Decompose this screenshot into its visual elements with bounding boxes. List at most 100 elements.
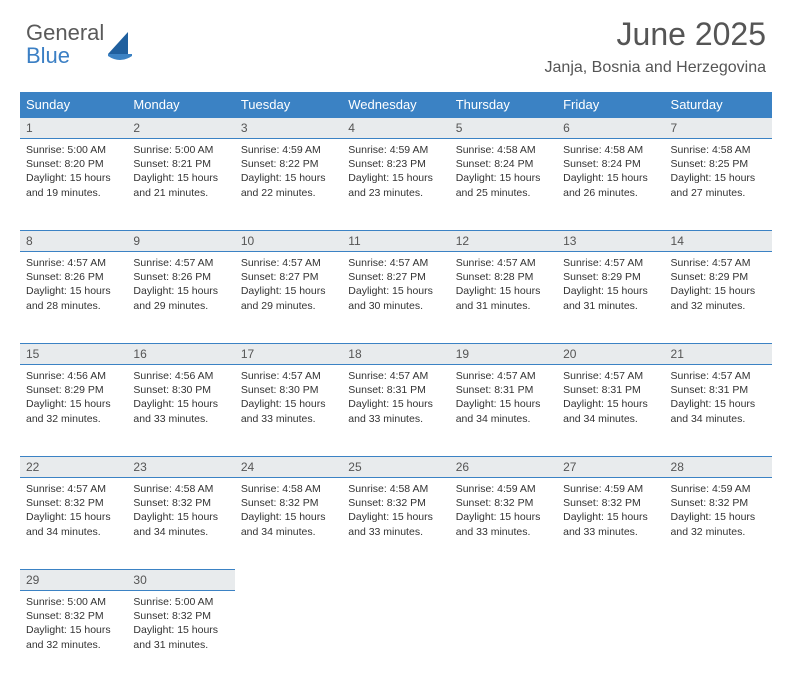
weekday-header: Saturday xyxy=(665,92,772,118)
weekday-header: Friday xyxy=(557,92,664,118)
sunset-line: Sunset: 8:22 PM xyxy=(241,157,336,171)
daylight-line: Daylight: 15 hours and 32 minutes. xyxy=(671,510,766,538)
sunrise-line: Sunrise: 4:58 AM xyxy=(241,482,336,496)
day-number-cell: 1 xyxy=(20,118,127,139)
sunset-line: Sunset: 8:27 PM xyxy=(241,270,336,284)
day-number-cell: 18 xyxy=(342,344,449,365)
day-number-cell: 3 xyxy=(235,118,342,139)
sunrise-line: Sunrise: 4:56 AM xyxy=(133,369,228,383)
day-number-cell xyxy=(665,570,772,591)
day-cell: Sunrise: 5:00 AMSunset: 8:32 PMDaylight:… xyxy=(127,591,234,683)
sunrise-line: Sunrise: 4:59 AM xyxy=(671,482,766,496)
sunrise-line: Sunrise: 4:58 AM xyxy=(563,143,658,157)
sunset-line: Sunset: 8:26 PM xyxy=(26,270,121,284)
sunrise-line: Sunrise: 5:00 AM xyxy=(133,143,228,157)
day-number-cell xyxy=(450,570,557,591)
day-cell: Sunrise: 4:57 AMSunset: 8:31 PMDaylight:… xyxy=(450,365,557,457)
daylight-line: Daylight: 15 hours and 33 minutes. xyxy=(563,510,658,538)
day-number-cell: 27 xyxy=(557,457,664,478)
sunset-line: Sunset: 8:32 PM xyxy=(133,496,228,510)
sunrise-line: Sunrise: 4:57 AM xyxy=(456,369,551,383)
day-cell: Sunrise: 5:00 AMSunset: 8:32 PMDaylight:… xyxy=(20,591,127,683)
sunrise-line: Sunrise: 4:59 AM xyxy=(241,143,336,157)
week-row: Sunrise: 4:56 AMSunset: 8:29 PMDaylight:… xyxy=(20,365,772,457)
daylight-line: Daylight: 15 hours and 31 minutes. xyxy=(133,623,228,651)
day-number-cell: 11 xyxy=(342,231,449,252)
sunset-line: Sunset: 8:29 PM xyxy=(26,383,121,397)
sunrise-line: Sunrise: 4:59 AM xyxy=(563,482,658,496)
daylight-line: Daylight: 15 hours and 33 minutes. xyxy=(348,397,443,425)
sunset-line: Sunset: 8:24 PM xyxy=(563,157,658,171)
day-number-cell: 10 xyxy=(235,231,342,252)
daylight-line: Daylight: 15 hours and 32 minutes. xyxy=(26,397,121,425)
sunrise-line: Sunrise: 4:57 AM xyxy=(241,369,336,383)
day-number-cell: 17 xyxy=(235,344,342,365)
day-cell: Sunrise: 4:57 AMSunset: 8:27 PMDaylight:… xyxy=(235,252,342,344)
sunrise-line: Sunrise: 4:57 AM xyxy=(26,256,121,270)
sunset-line: Sunset: 8:32 PM xyxy=(133,609,228,623)
daynum-row: 15161718192021 xyxy=(20,344,772,365)
day-number-cell xyxy=(557,570,664,591)
sunset-line: Sunset: 8:31 PM xyxy=(348,383,443,397)
day-cell xyxy=(665,591,772,683)
weekday-header: Wednesday xyxy=(342,92,449,118)
sunset-line: Sunset: 8:21 PM xyxy=(133,157,228,171)
calendar-table: Sunday Monday Tuesday Wednesday Thursday… xyxy=(20,92,772,683)
week-row: Sunrise: 5:00 AMSunset: 8:32 PMDaylight:… xyxy=(20,591,772,683)
day-number-cell: 21 xyxy=(665,344,772,365)
day-number-cell: 25 xyxy=(342,457,449,478)
daylight-line: Daylight: 15 hours and 29 minutes. xyxy=(241,284,336,312)
day-number-cell: 7 xyxy=(665,118,772,139)
daylight-line: Daylight: 15 hours and 32 minutes. xyxy=(26,623,121,651)
sunrise-line: Sunrise: 4:57 AM xyxy=(671,256,766,270)
day-number-cell: 13 xyxy=(557,231,664,252)
sunset-line: Sunset: 8:29 PM xyxy=(563,270,658,284)
sunrise-line: Sunrise: 5:00 AM xyxy=(133,595,228,609)
day-cell: Sunrise: 4:59 AMSunset: 8:32 PMDaylight:… xyxy=(665,478,772,570)
daylight-line: Daylight: 15 hours and 33 minutes. xyxy=(241,397,336,425)
day-number-cell: 22 xyxy=(20,457,127,478)
weekday-header: Sunday xyxy=(20,92,127,118)
day-cell: Sunrise: 4:58 AMSunset: 8:32 PMDaylight:… xyxy=(127,478,234,570)
sunset-line: Sunset: 8:31 PM xyxy=(456,383,551,397)
day-cell: Sunrise: 4:58 AMSunset: 8:24 PMDaylight:… xyxy=(450,139,557,231)
day-cell: Sunrise: 4:57 AMSunset: 8:30 PMDaylight:… xyxy=(235,365,342,457)
sail-icon xyxy=(106,30,134,60)
header: General Blue June 2025 Janja, Bosnia and… xyxy=(0,0,792,92)
day-cell: Sunrise: 4:59 AMSunset: 8:22 PMDaylight:… xyxy=(235,139,342,231)
sunset-line: Sunset: 8:20 PM xyxy=(26,157,121,171)
logo-word-blue: Blue xyxy=(26,43,70,68)
weekday-header: Monday xyxy=(127,92,234,118)
sunrise-line: Sunrise: 4:59 AM xyxy=(348,143,443,157)
day-number-cell xyxy=(235,570,342,591)
daylight-line: Daylight: 15 hours and 34 minutes. xyxy=(456,397,551,425)
sunrise-line: Sunrise: 4:58 AM xyxy=(348,482,443,496)
sunset-line: Sunset: 8:31 PM xyxy=(671,383,766,397)
sunset-line: Sunset: 8:27 PM xyxy=(348,270,443,284)
daylight-line: Daylight: 15 hours and 23 minutes. xyxy=(348,171,443,199)
day-cell: Sunrise: 4:57 AMSunset: 8:27 PMDaylight:… xyxy=(342,252,449,344)
day-number-cell: 2 xyxy=(127,118,234,139)
daylight-line: Daylight: 15 hours and 31 minutes. xyxy=(456,284,551,312)
day-cell: Sunrise: 4:58 AMSunset: 8:32 PMDaylight:… xyxy=(235,478,342,570)
weekday-header: Thursday xyxy=(450,92,557,118)
daylight-line: Daylight: 15 hours and 34 minutes. xyxy=(133,510,228,538)
day-cell: Sunrise: 5:00 AMSunset: 8:20 PMDaylight:… xyxy=(20,139,127,231)
day-cell: Sunrise: 4:57 AMSunset: 8:29 PMDaylight:… xyxy=(557,252,664,344)
day-cell: Sunrise: 4:59 AMSunset: 8:23 PMDaylight:… xyxy=(342,139,449,231)
sunset-line: Sunset: 8:32 PM xyxy=(348,496,443,510)
day-number-cell: 20 xyxy=(557,344,664,365)
day-cell: Sunrise: 4:57 AMSunset: 8:31 PMDaylight:… xyxy=(665,365,772,457)
sunset-line: Sunset: 8:25 PM xyxy=(671,157,766,171)
sunset-line: Sunset: 8:30 PM xyxy=(241,383,336,397)
weekday-header-row: Sunday Monday Tuesday Wednesday Thursday… xyxy=(20,92,772,118)
day-number-cell: 5 xyxy=(450,118,557,139)
daylight-line: Daylight: 15 hours and 33 minutes. xyxy=(456,510,551,538)
daylight-line: Daylight: 15 hours and 28 minutes. xyxy=(26,284,121,312)
daynum-row: 22232425262728 xyxy=(20,457,772,478)
sunrise-line: Sunrise: 4:58 AM xyxy=(671,143,766,157)
day-number-cell: 8 xyxy=(20,231,127,252)
sunset-line: Sunset: 8:32 PM xyxy=(26,496,121,510)
day-cell: Sunrise: 4:58 AMSunset: 8:25 PMDaylight:… xyxy=(665,139,772,231)
day-number-cell: 4 xyxy=(342,118,449,139)
